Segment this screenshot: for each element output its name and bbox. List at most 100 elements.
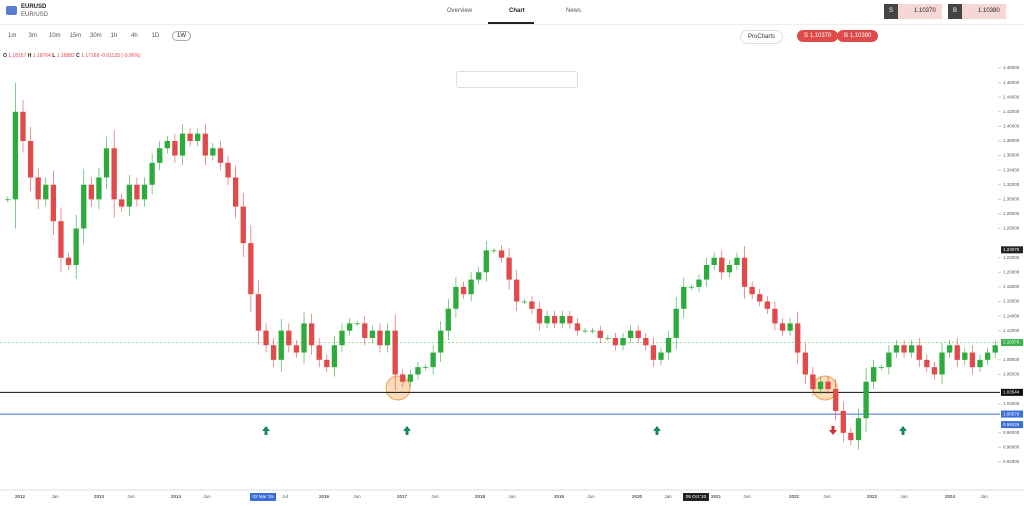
- candle-body: [620, 337, 626, 346]
- o: 1.18157: [8, 53, 27, 59]
- candle-body: [772, 308, 778, 324]
- candle-body: [612, 337, 619, 346]
- x-tick-label: Jun: [900, 494, 908, 499]
- x-tick-label: Jun: [823, 494, 831, 499]
- candle-body: [977, 359, 983, 368]
- buy-arrow: [899, 426, 907, 435]
- x-tick-label: 2021: [711, 494, 722, 499]
- candle-body: [217, 148, 224, 163]
- candle-body: [567, 316, 573, 324]
- level-tag: [1001, 246, 1023, 254]
- candle-body: [552, 316, 558, 324]
- y-tick-label: 1.48000: [1003, 65, 1020, 70]
- x-tick-label: Jul: [282, 494, 288, 499]
- candle-body: [589, 330, 596, 332]
- x-tick-label: Jun: [431, 494, 439, 499]
- buy-box[interactable]: [948, 4, 1006, 19]
- candle-body: [764, 301, 770, 309]
- candle-body: [893, 345, 900, 353]
- candle-body: [331, 345, 338, 368]
- candle-body: [141, 184, 148, 200]
- x-tick-label: Jan: [51, 494, 59, 499]
- candle-body: [939, 352, 945, 375]
- h: 1.18764: [32, 53, 51, 59]
- candle-body: [324, 359, 330, 368]
- drawing-toolbar: [456, 71, 578, 88]
- level-label: 1.23075: [1003, 247, 1020, 252]
- c: 1.17168: [81, 53, 100, 59]
- x-tick-label: Jan: [980, 494, 988, 499]
- sell-box[interactable]: [884, 4, 942, 19]
- tab[interactable]: Chart: [509, 8, 525, 14]
- chart: 1.48000 1.46000 1.44000 1.42000 1.40000 1.380…: [0, 65, 1024, 501]
- candle-body: [339, 330, 345, 346]
- candle-body: [270, 345, 277, 360]
- candle-body: [544, 316, 550, 324]
- y-tick-label: 1.42000: [1003, 109, 1020, 114]
- x-tick-label: 2024: [945, 494, 956, 499]
- highlight: [385, 375, 411, 401]
- candle-body: [248, 243, 254, 295]
- x-tick-label: Jun: [743, 494, 751, 499]
- candle-body: [855, 418, 862, 441]
- candle-body: [719, 257, 725, 273]
- candle-body: [810, 374, 816, 390]
- y-tick-label: 1.40000: [1003, 124, 1020, 129]
- buy-button[interactable]: B 1.10380: [837, 30, 879, 42]
- candle-body: [308, 323, 315, 346]
- buy-arrow: [262, 426, 270, 435]
- candle-body: [984, 352, 991, 360]
- y-tick-label: 1.16000: [1003, 299, 1020, 304]
- x-tick-label: 2014: [171, 494, 182, 499]
- procharts[interactable]: ProCharts: [740, 30, 784, 44]
- timeframe[interactable]: 3m: [28, 33, 37, 39]
- candle-body: [20, 111, 26, 141]
- candle-body: [491, 250, 497, 252]
- candle-body: [126, 184, 132, 207]
- candle-body: [233, 177, 239, 207]
- candle-body: [362, 323, 368, 338]
- timeframe[interactable]: 15m: [69, 33, 82, 39]
- l: 1.16882: [56, 53, 75, 59]
- candle-body: [635, 330, 641, 338]
- buy-arrow: [403, 426, 411, 435]
- l-label: L: [52, 53, 56, 59]
- symbol: EURUSD: [21, 4, 47, 10]
- tab[interactable]: Overview: [447, 8, 473, 14]
- candle-body: [119, 199, 125, 207]
- y-tick-label: 1.44000: [1003, 94, 1020, 99]
- candle-body: [5, 199, 11, 201]
- candle-body: [817, 381, 824, 390]
- sell-button[interactable]: S 1.10370: [797, 30, 839, 42]
- candle-body: [172, 140, 178, 156]
- candle-body: [787, 323, 793, 331]
- x-tick-label: 2022: [789, 494, 800, 499]
- y-tick-label: 1.26000: [1003, 226, 1020, 231]
- x-tick-label: Jun: [127, 494, 135, 499]
- candle-body: [384, 330, 391, 346]
- tab[interactable]: News: [566, 8, 582, 14]
- buy-label: B: [948, 4, 962, 19]
- candle-body: [863, 381, 869, 419]
- candle-body: [749, 286, 755, 295]
- timeframe[interactable]: 10m: [49, 33, 61, 39]
- candle-body: [711, 257, 717, 265]
- candle-body: [840, 410, 846, 433]
- y-tick-label: 1.02000: [1003, 401, 1020, 406]
- timeframe[interactable]: 1m: [8, 33, 17, 39]
- candle-body: [111, 148, 117, 200]
- candle-body: [483, 250, 489, 273]
- x-tick-label: Jun: [508, 494, 516, 499]
- timeframe[interactable]: 1D: [151, 33, 160, 39]
- candle-body: [597, 330, 603, 338]
- candle-body: [665, 337, 672, 353]
- candle-body: [954, 345, 960, 360]
- timeframe[interactable]: 30m: [90, 33, 102, 39]
- timeframe[interactable]: 4h: [131, 33, 138, 39]
- timeframe[interactable]: 1h: [110, 33, 118, 39]
- candle-body: [438, 330, 444, 353]
- candle-body: [650, 345, 657, 360]
- candle-body: [696, 279, 702, 287]
- timeframe[interactable]: 1W: [172, 31, 191, 41]
